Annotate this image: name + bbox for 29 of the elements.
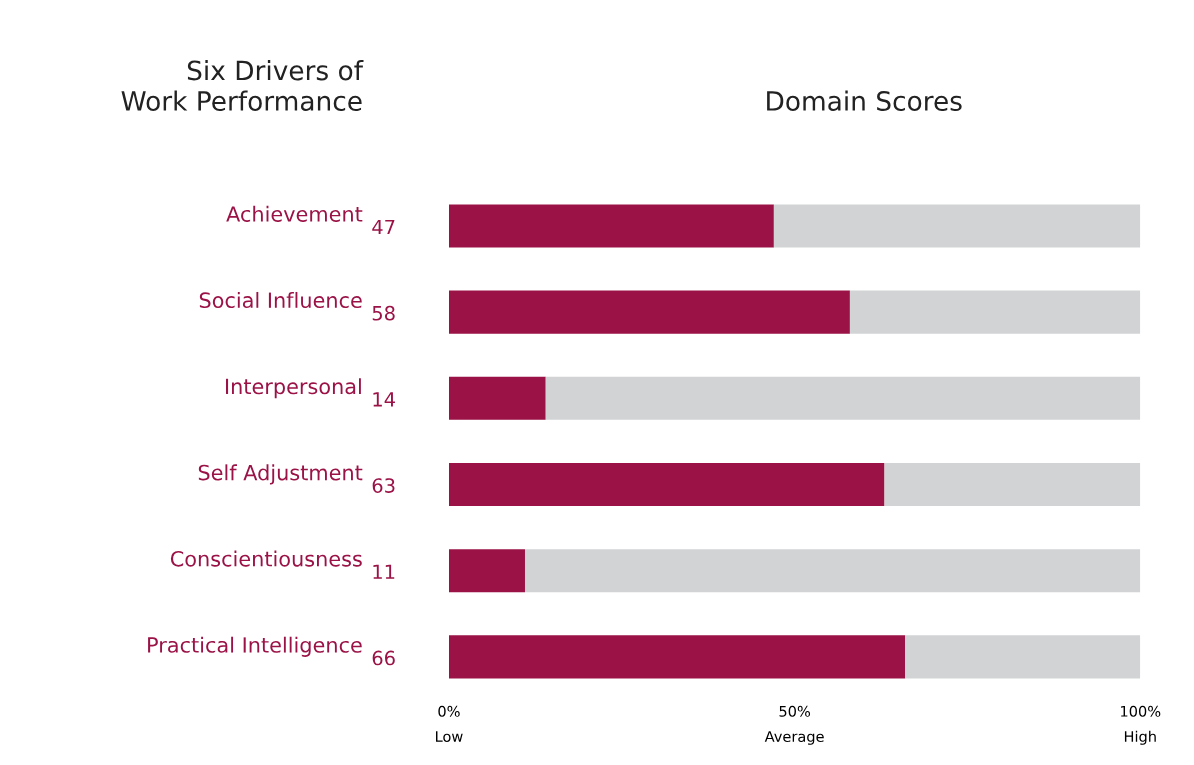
bar [448, 290, 850, 334]
data-label: 63 [372, 478, 395, 493]
bar [773, 204, 1141, 248]
bar [448, 462, 885, 507]
y-tick-label: Conscientiousness [170, 550, 362, 567]
bar [448, 204, 774, 248]
bar [524, 549, 1141, 593]
bar [545, 376, 1141, 420]
bar [448, 549, 525, 593]
x-tick-label: 100% High [1121, 705, 1161, 745]
bar [448, 376, 546, 420]
y-tick-label: Practical Intelligence [148, 636, 362, 657]
data-label: 14 [373, 392, 395, 407]
y-tick-label: Achievement [226, 205, 363, 222]
data-label: 58 [372, 305, 395, 321]
y-tick-label: Social Influence [199, 291, 362, 309]
chart-title: Domain Scores [767, 90, 962, 111]
y-tick-label: Interpersonal [226, 378, 361, 399]
y-axis-title: Six Drivers of Work Performance [121, 60, 364, 111]
data-label: 47 [372, 219, 395, 235]
y-tick-label: Self Adjustment [198, 464, 363, 485]
data-label: 11 [373, 564, 395, 579]
bar [849, 290, 1141, 334]
x-tick-label: 50% Average [764, 705, 824, 745]
data-label: 66 [372, 650, 395, 666]
bar [884, 462, 1141, 507]
bar [905, 635, 1141, 679]
x-tick-label: 0% Low [436, 705, 463, 743]
bar [448, 635, 906, 679]
